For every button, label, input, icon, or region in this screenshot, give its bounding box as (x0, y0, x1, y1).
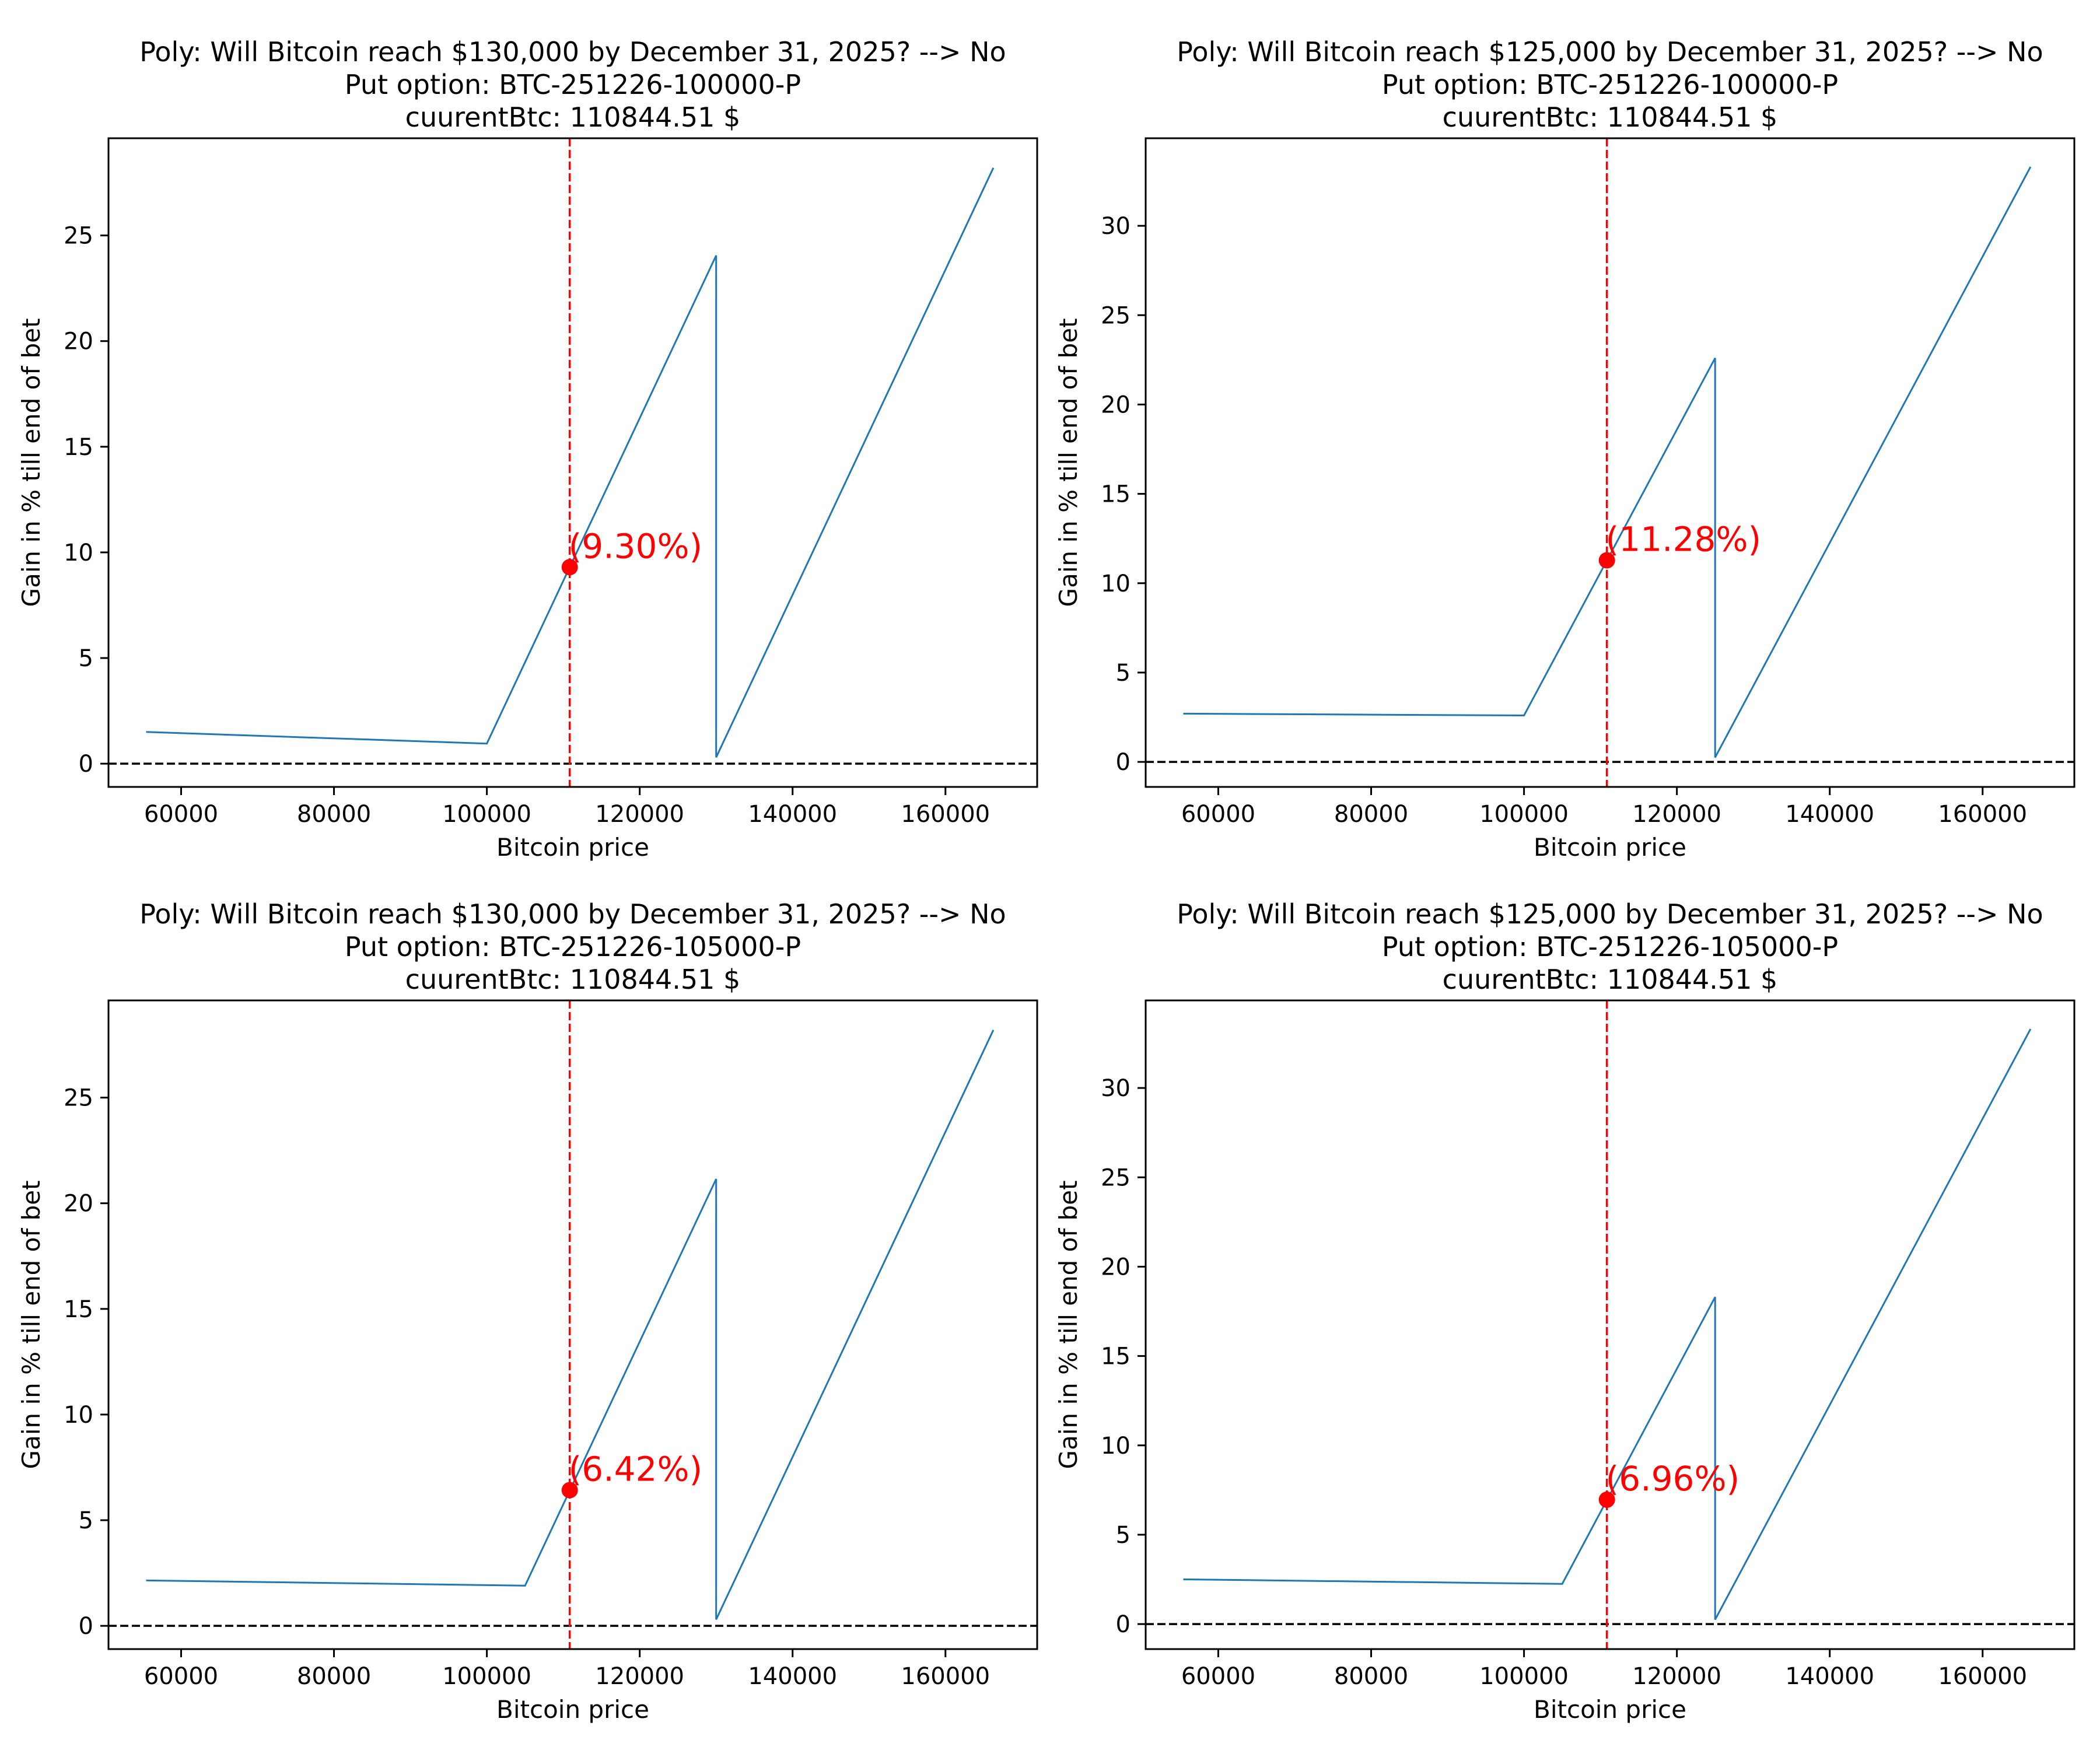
x-tick-label: 120000 (595, 801, 684, 828)
chart-panel: Poly: Will Bitcoin reach $130,000 by Dec… (17, 36, 1038, 862)
chart-title-line: cuurentBtc: 110844.51 $ (405, 102, 741, 133)
y-tick-label: 10 (1101, 1433, 1130, 1460)
chart-title-line: cuurentBtc: 110844.51 $ (1443, 964, 1778, 995)
x-tick-label: 100000 (1479, 801, 1569, 828)
chart-title-line: Poly: Will Bitcoin reach $125,000 by Dec… (1177, 898, 2043, 930)
y-tick-label: 25 (64, 223, 93, 250)
y-tick-label: 25 (1101, 302, 1130, 329)
gain-series-line (1183, 1028, 2032, 1620)
x-tick-label: 100000 (442, 801, 531, 828)
chart-title-line: Poly: Will Bitcoin reach $130,000 by Dec… (139, 36, 1006, 68)
y-tick-label: 10 (64, 1402, 93, 1429)
y-tick-label: 10 (1101, 570, 1130, 597)
current-gain-label: (6.42%) (569, 1450, 703, 1489)
x-tick-label: 60000 (1181, 1663, 1255, 1690)
x-tick-label: 100000 (1479, 1663, 1569, 1690)
y-axis-label: Gain in % till end of bet (17, 318, 46, 607)
y-tick-label: 5 (79, 645, 93, 672)
y-tick-label: 5 (1116, 660, 1130, 687)
chart-panel: Poly: Will Bitcoin reach $125,000 by Dec… (1054, 898, 2076, 1724)
axes-frame (107, 137, 1038, 788)
current-gain-marker (1598, 552, 1615, 569)
x-tick-label: 160000 (901, 801, 990, 828)
x-tick-label: 160000 (901, 1663, 990, 1690)
y-tick-label: 25 (64, 1085, 93, 1112)
y-tick-label: 20 (1101, 1254, 1130, 1280)
x-tick-label: 140000 (748, 1663, 837, 1690)
axes-frame (107, 999, 1038, 1650)
current-gain-label: (11.28%) (1606, 520, 1761, 559)
x-axis-label: Bitcoin price (496, 833, 649, 862)
current-gain-label: (9.30%) (569, 526, 703, 566)
gain-series-line (146, 1030, 995, 1620)
y-axis-label: Gain in % till end of bet (17, 1181, 46, 1469)
x-tick-label: 140000 (748, 801, 837, 828)
y-tick-label: 30 (1101, 1075, 1130, 1102)
current-gain-label: (6.96%) (1606, 1459, 1740, 1499)
chart-title-line: Poly: Will Bitcoin reach $130,000 by Dec… (139, 898, 1006, 930)
y-tick-label: 5 (79, 1507, 93, 1534)
chart-title-line: cuurentBtc: 110844.51 $ (405, 964, 741, 995)
x-tick-label: 120000 (1632, 1663, 1721, 1690)
gain-series-line (1183, 166, 2032, 758)
x-tick-label: 80000 (1334, 1663, 1408, 1690)
chart-panel: Poly: Will Bitcoin reach $125,000 by Dec… (1054, 36, 2076, 862)
chart-title-line: Put option: BTC-251226-105000-P (1382, 931, 1838, 963)
y-tick-label: 0 (1116, 749, 1130, 776)
y-tick-label: 10 (64, 540, 93, 566)
x-axis-label: Bitcoin price (1534, 833, 1686, 862)
y-tick-label: 15 (1101, 1343, 1130, 1370)
y-axis-label: Gain in % till end of bet (1054, 318, 1083, 607)
x-tick-label: 160000 (1938, 801, 2027, 828)
x-tick-label: 80000 (1334, 801, 1408, 828)
x-tick-label: 60000 (1181, 801, 1255, 828)
axes-frame (1144, 137, 2076, 788)
x-tick-label: 140000 (1785, 1663, 1874, 1690)
y-tick-label: 0 (79, 1613, 93, 1640)
x-tick-label: 140000 (1785, 801, 1874, 828)
gain-series-line (146, 167, 995, 758)
y-tick-label: 20 (1101, 391, 1130, 418)
x-tick-label: 160000 (1938, 1663, 2027, 1690)
y-tick-label: 15 (64, 1296, 93, 1323)
x-tick-label: 120000 (595, 1663, 684, 1690)
chart-title-line: Put option: BTC-251226-100000-P (345, 69, 801, 100)
chart-title-line: Put option: BTC-251226-100000-P (1382, 69, 1838, 100)
chart-title-line: Poly: Will Bitcoin reach $125,000 by Dec… (1177, 36, 2043, 68)
x-tick-label: 100000 (442, 1663, 531, 1690)
x-tick-label: 80000 (297, 801, 371, 828)
current-gain-marker (1598, 1491, 1615, 1508)
axes-frame (1144, 999, 2076, 1650)
x-tick-label: 80000 (297, 1663, 371, 1690)
x-tick-label: 120000 (1632, 801, 1721, 828)
chart-panel: Poly: Will Bitcoin reach $130,000 by Dec… (17, 898, 1038, 1724)
x-axis-label: Bitcoin price (496, 1695, 649, 1724)
chart-title-line: Put option: BTC-251226-105000-P (345, 931, 801, 963)
y-tick-label: 0 (1116, 1611, 1130, 1638)
y-tick-label: 15 (1101, 481, 1130, 508)
chart-title-line: cuurentBtc: 110844.51 $ (1443, 102, 1778, 133)
x-tick-label: 60000 (144, 801, 218, 828)
y-axis-label: Gain in % till end of bet (1054, 1181, 1083, 1469)
y-tick-label: 5 (1116, 1522, 1130, 1549)
y-tick-label: 20 (64, 1191, 93, 1217)
x-tick-label: 60000 (144, 1663, 218, 1690)
y-tick-label: 0 (79, 751, 93, 778)
x-axis-label: Bitcoin price (1534, 1695, 1686, 1724)
current-gain-marker (561, 1482, 578, 1499)
y-tick-label: 15 (64, 434, 93, 461)
y-tick-label: 30 (1101, 213, 1130, 240)
y-tick-label: 25 (1101, 1164, 1130, 1191)
current-gain-marker (561, 559, 578, 576)
y-tick-label: 20 (64, 328, 93, 355)
